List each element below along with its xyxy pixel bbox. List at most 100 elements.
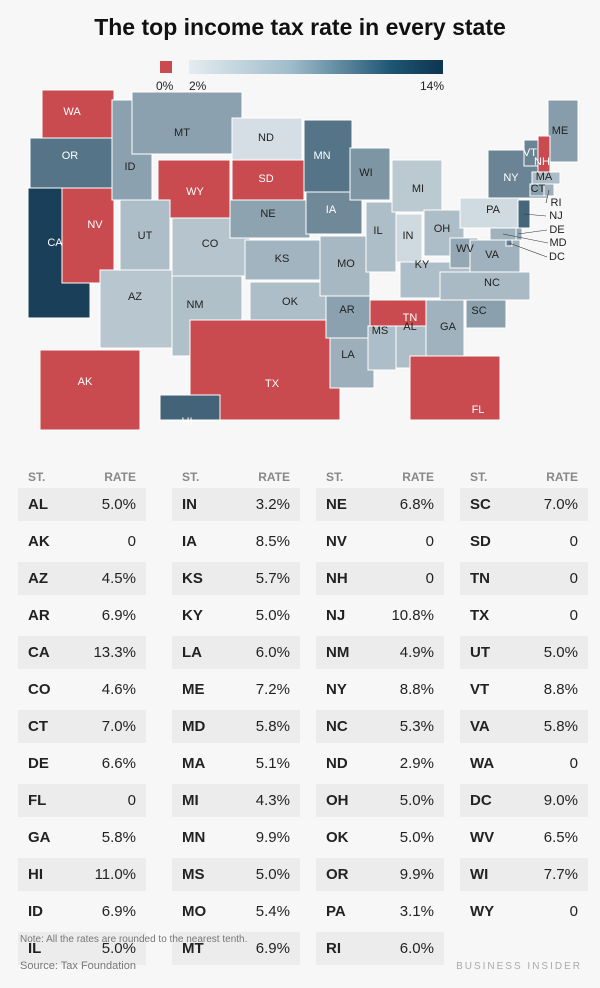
- state-rate: 7.7%: [543, 866, 578, 883]
- state-rate: 5.3%: [399, 718, 434, 735]
- state-code: AZ: [28, 570, 48, 587]
- state-rate: 0: [569, 903, 578, 920]
- state-label: NJ: [549, 210, 562, 222]
- state-rate: 5.0%: [399, 829, 434, 846]
- state-rate: 9.9%: [399, 866, 434, 883]
- state-shape-ar: [325, 295, 371, 339]
- state-label: VT: [523, 147, 537, 159]
- state-rate: 5.0%: [255, 866, 290, 883]
- header-state: ST.: [326, 470, 344, 484]
- state-code: HI: [28, 866, 43, 883]
- state-shape-ms: [367, 325, 397, 371]
- state-shape-ks: [244, 239, 326, 281]
- state-label: NV: [87, 219, 103, 231]
- state-code: PA: [326, 903, 346, 920]
- state-code: AR: [28, 607, 50, 624]
- state-label: NE: [260, 208, 275, 220]
- state-rate: 6.9%: [101, 607, 136, 624]
- table-header: ST. RATE: [18, 470, 146, 488]
- state-code: IN: [182, 496, 197, 513]
- callout-line: [523, 213, 547, 217]
- table-row: MN 9.9%: [172, 821, 300, 854]
- state-label: WY: [186, 186, 204, 198]
- table-row: ND 2.9%: [316, 747, 444, 780]
- table-row: AK 0: [18, 525, 146, 558]
- state-label: MS: [372, 325, 389, 337]
- table-row: LA 6.0%: [172, 636, 300, 669]
- table-row: WY 0: [460, 895, 588, 928]
- state-code: KS: [182, 570, 203, 587]
- state-rate: 4.3%: [255, 792, 290, 809]
- state-code: TN: [470, 570, 490, 587]
- callout-line: [517, 229, 548, 235]
- table-row: OH 5.0%: [316, 784, 444, 817]
- state-rate: 8.8%: [543, 681, 578, 698]
- state-label: PA: [486, 204, 501, 216]
- state-label: CT: [531, 183, 546, 195]
- table-row: WV 6.5%: [460, 821, 588, 854]
- state-rate: 5.8%: [255, 718, 290, 735]
- state-rate: 5.1%: [255, 755, 290, 772]
- state-shape-la: [329, 337, 375, 389]
- state-label: MT: [174, 127, 190, 139]
- state-rate: 6.6%: [101, 755, 136, 772]
- header-state: ST.: [28, 470, 46, 484]
- state-rate: 4.6%: [101, 681, 136, 698]
- state-rate: 11.0%: [94, 866, 136, 883]
- state-rate: 5.8%: [543, 718, 578, 735]
- state-shape-nv: [61, 187, 115, 284]
- table-row: IL 5.0%: [18, 932, 146, 965]
- state-code: NY: [326, 681, 347, 698]
- state-label: AK: [78, 376, 93, 388]
- state-rate: 0: [569, 570, 578, 587]
- callout-line: [508, 242, 548, 258]
- state-rate: 6.0%: [255, 644, 290, 661]
- state-code: CA: [28, 644, 50, 661]
- state-code: MO: [182, 903, 207, 920]
- state-label: MI: [412, 183, 424, 195]
- state-rate: 7.2%: [255, 681, 290, 698]
- state-rate: 0: [569, 755, 578, 772]
- state-rate: 5.7%: [255, 570, 290, 587]
- state-rate: 0: [569, 607, 578, 624]
- state-label: ID: [125, 161, 136, 173]
- state-shape-ut: [119, 199, 171, 271]
- state-code: VA: [470, 718, 490, 735]
- state-rate: 0: [569, 533, 578, 550]
- state-label: GA: [440, 321, 457, 333]
- state-label: FL: [472, 404, 485, 416]
- state-code: DE: [28, 755, 49, 772]
- state-label: MA: [536, 171, 553, 183]
- state-rate: 9.9%: [255, 829, 290, 846]
- state-code: FL: [28, 792, 47, 809]
- state-shape-il: [365, 201, 397, 273]
- state-label: ND: [258, 132, 274, 144]
- callout-line: [545, 189, 550, 204]
- state-label: WI: [359, 167, 372, 179]
- state-rate: 9.0%: [543, 792, 578, 809]
- state-rate: 6.0%: [399, 940, 434, 957]
- state-rate: 5.0%: [101, 940, 136, 957]
- state-rate: 0: [425, 570, 434, 587]
- table-row: GA 5.8%: [18, 821, 146, 854]
- state-label: KY: [415, 259, 430, 271]
- state-code: IL: [28, 940, 42, 957]
- legend-min-label: 2%: [189, 79, 207, 93]
- chart-title: The top income tax rate in every state: [94, 14, 506, 40]
- header-state: ST.: [182, 470, 200, 484]
- source-note: Source: Tax Foundation: [20, 960, 136, 972]
- legend-gradient-bar: [189, 60, 443, 74]
- table-row: CA 13.3%: [18, 636, 146, 669]
- table-row: MD 5.8%: [172, 710, 300, 743]
- header-rate: RATE: [402, 470, 434, 484]
- state-label: WV: [456, 243, 474, 255]
- state-label: NC: [484, 277, 500, 289]
- state-label: AL: [403, 321, 416, 333]
- state-code: SD: [470, 533, 491, 550]
- state-rate: 5.8%: [101, 829, 136, 846]
- state-label: AZ: [128, 291, 142, 303]
- state-rate: 13.3%: [93, 644, 136, 661]
- state-rate: 5.0%: [399, 792, 434, 809]
- state-label: IL: [373, 225, 382, 237]
